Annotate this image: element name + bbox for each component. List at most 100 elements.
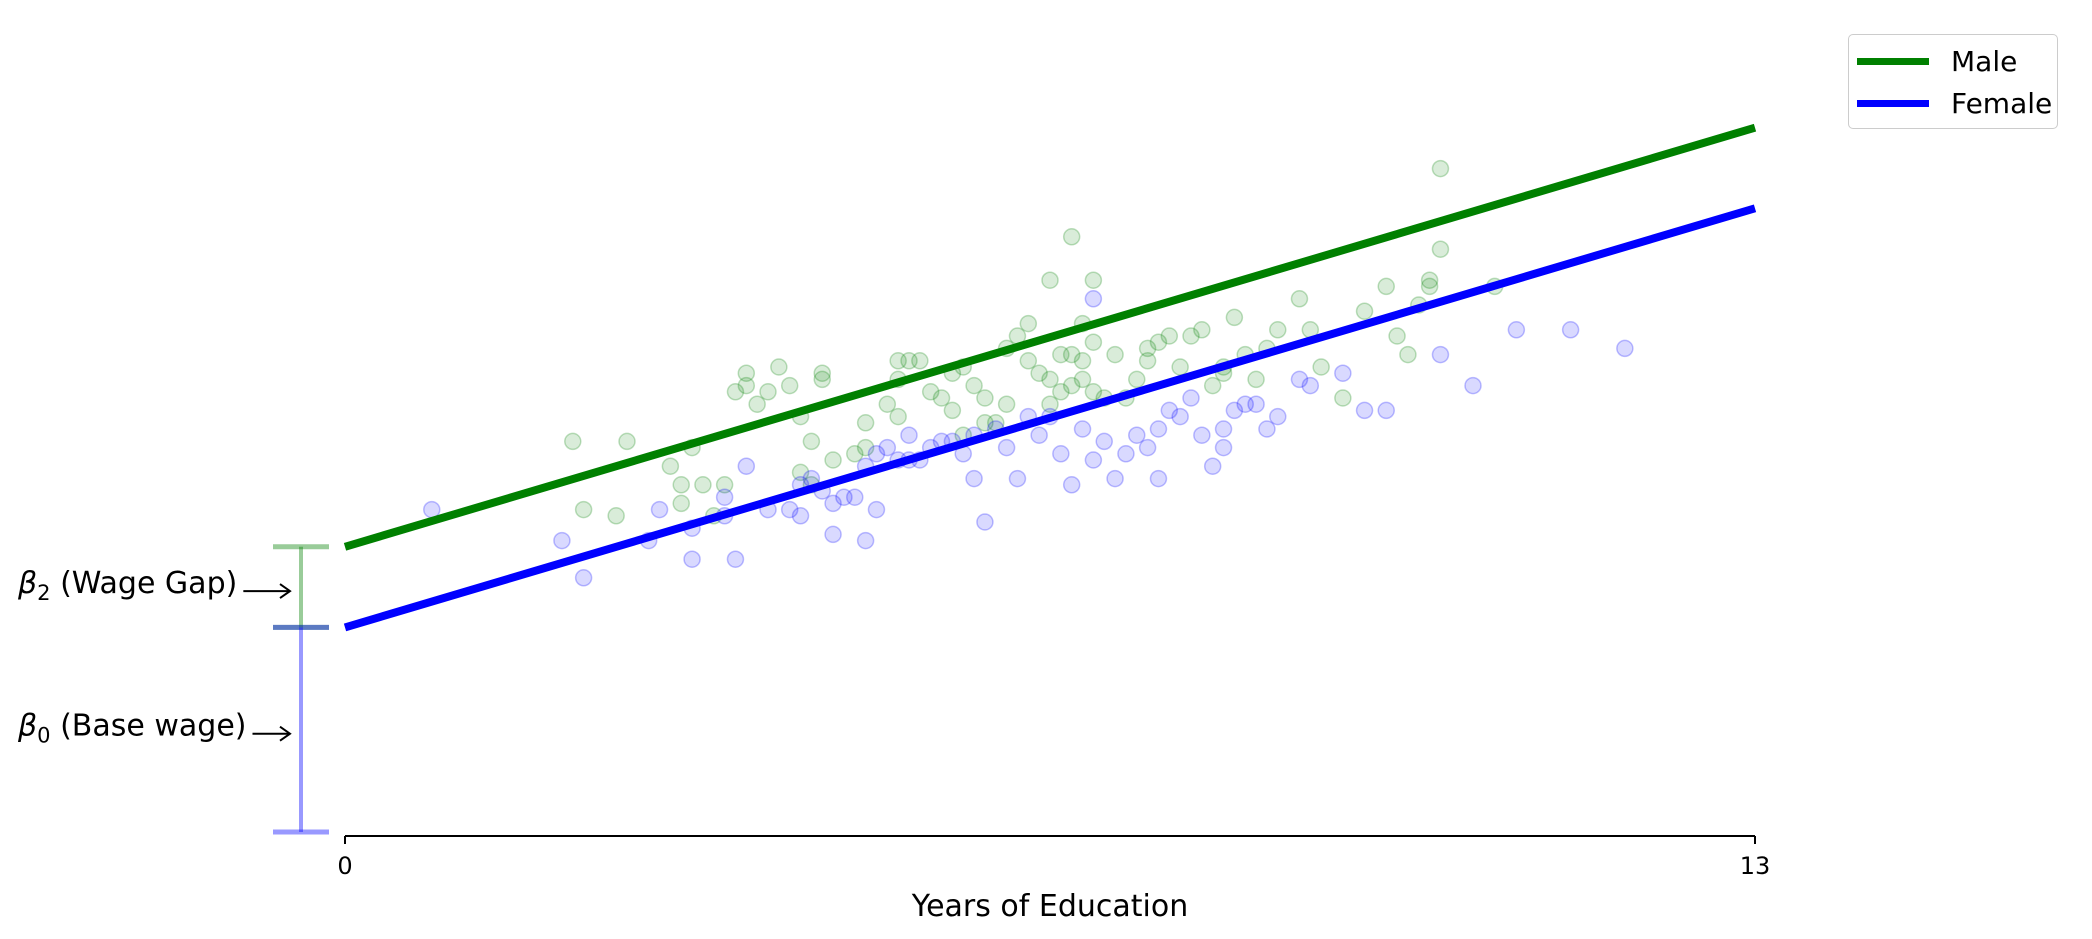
female-point-67	[1334, 364, 1352, 382]
female-point-72	[1507, 321, 1526, 339]
female-point-54	[1171, 407, 1189, 426]
male-point-10	[715, 476, 734, 494]
x-tick-label-1: 13	[1740, 852, 1771, 880]
male-point-53	[1073, 352, 1092, 370]
female-point-48	[1106, 469, 1124, 488]
male-point-8	[672, 494, 690, 513]
annotation-label-1: β0 (Base wage)	[17, 709, 246, 748]
male-point-15	[759, 383, 777, 401]
male-point-25	[846, 445, 864, 463]
female-point-68	[1355, 401, 1374, 420]
female-point-35	[965, 469, 983, 488]
legend-item-male: Male	[1849, 41, 2057, 81]
male-point-75	[1290, 290, 1309, 308]
female-point-36	[976, 513, 994, 531]
female-point-55	[1182, 389, 1200, 407]
male-point-40	[943, 401, 962, 420]
female-point-24	[867, 445, 886, 463]
male-point-21	[813, 364, 831, 382]
male-point-48	[1019, 352, 1038, 370]
female-point-66	[1301, 376, 1320, 395]
regression-lines	[343, 123, 1757, 632]
x-axis-label: Years of Education	[911, 889, 1189, 924]
male-point-80	[1377, 277, 1395, 296]
male-point-89	[1041, 271, 1059, 289]
male-point-94	[1052, 345, 1070, 364]
male-point-78	[1334, 389, 1352, 407]
male-point-28	[878, 395, 897, 413]
male-point-16	[770, 358, 788, 376]
female-point-45	[1073, 420, 1092, 438]
female-point-28	[900, 426, 918, 444]
male-point-64	[1171, 358, 1189, 376]
male-point-47	[1019, 314, 1038, 333]
male-point-42	[976, 414, 994, 432]
female-point-49	[1117, 445, 1135, 463]
male-point-84	[1420, 271, 1439, 289]
female-point-39	[1008, 469, 1027, 488]
female-point-56	[1193, 426, 1211, 444]
female-point-18	[824, 525, 842, 544]
male-point-81	[1388, 327, 1406, 345]
female-regression-line	[343, 204, 1757, 632]
male-point-2	[574, 500, 593, 519]
male-point-26	[856, 414, 875, 432]
male-point-67	[1203, 376, 1222, 395]
male-point-91	[1084, 271, 1103, 289]
female-point-9	[726, 550, 745, 568]
male-point-85	[1431, 240, 1450, 258]
male-point-72	[1247, 370, 1265, 389]
male-point-19	[802, 432, 821, 451]
male-point-82	[1399, 345, 1417, 364]
female-point-62	[1247, 395, 1265, 413]
female-point-51	[1138, 438, 1157, 457]
male-point-39	[976, 389, 994, 407]
female-point-38	[997, 438, 1016, 457]
male-point-77	[1312, 358, 1330, 376]
female-point-50	[1128, 426, 1146, 444]
female-point-64	[1269, 407, 1287, 426]
male-point-51	[1052, 383, 1070, 401]
female-point-19	[835, 488, 853, 506]
male-point-87	[1431, 159, 1450, 178]
female-point-69	[1377, 401, 1395, 420]
male-point-32	[889, 407, 907, 426]
annotation-1: β0 (Base wage)	[17, 624, 329, 835]
female-point-71	[1464, 376, 1482, 395]
male-point-93	[1084, 333, 1103, 351]
male-point-63	[1160, 327, 1179, 345]
annotation-arrowhead-0	[279, 583, 292, 599]
legend-label-female: Female	[1951, 86, 2053, 120]
female-point-65	[1290, 370, 1309, 389]
female-point-47	[1095, 432, 1113, 451]
female-point-76	[1149, 469, 1168, 488]
annotation-0: β2 (Wage Gap)	[17, 544, 329, 630]
female-point-59	[1214, 420, 1233, 438]
legend-item-female: Female	[1849, 83, 2057, 123]
male-point-29	[889, 352, 907, 370]
legend-label-male: Male	[1951, 44, 2018, 78]
female-point-23	[867, 500, 886, 519]
male-point-17	[780, 376, 799, 395]
legend-swatch-female	[1857, 99, 1929, 107]
male-point-27	[856, 438, 875, 457]
female-point-60	[1225, 401, 1244, 420]
female-point-12	[780, 500, 799, 519]
male-point-7	[694, 476, 712, 494]
male-point-4	[661, 457, 680, 475]
female-point-17	[824, 494, 842, 513]
legend: Male Female	[1848, 34, 2058, 129]
x-tick-label-0: 0	[337, 852, 352, 880]
male-point-86	[1420, 277, 1439, 296]
male-point-61	[1138, 339, 1157, 358]
female-point-13	[791, 507, 810, 525]
scatter-points	[423, 159, 1634, 587]
female-point-61	[1236, 395, 1254, 413]
male-point-13	[748, 395, 766, 413]
female-point-52	[1149, 420, 1168, 438]
male-point-34	[921, 383, 940, 401]
male-point-5	[672, 476, 690, 494]
female-point-1	[553, 531, 571, 550]
male-point-14	[737, 364, 756, 382]
male-point-60	[1138, 352, 1157, 370]
